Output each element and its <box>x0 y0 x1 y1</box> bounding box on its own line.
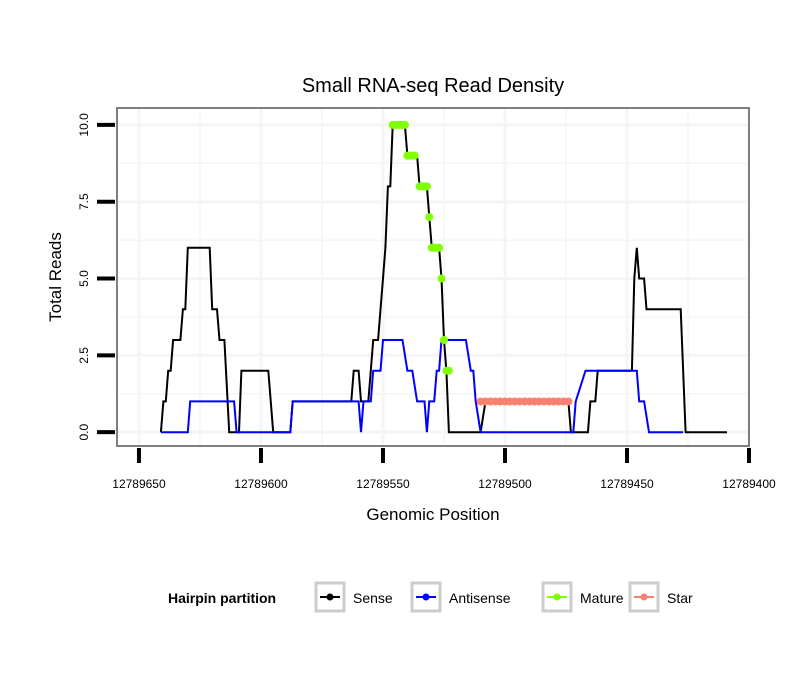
y-tick-label: 0.0 <box>77 424 91 441</box>
series-layer <box>159 120 727 434</box>
data-point-mature <box>439 335 448 344</box>
series-points-mature <box>388 120 453 375</box>
legend: Hairpin partition Sense Antisense Mature St… <box>168 581 693 613</box>
legend-item-star: Star <box>628 581 693 613</box>
plot-panel <box>116 107 750 447</box>
x-tick-label: 12789550 <box>356 477 410 491</box>
legend-label-sense: Sense <box>353 590 393 606</box>
data-point-mature <box>435 243 444 252</box>
y-tick-label: 10.0 <box>77 113 91 137</box>
data-point-star <box>564 397 573 406</box>
legend-item-mature: Mature <box>541 581 624 613</box>
x-tick-label: 12789400 <box>722 477 776 491</box>
data-point-mature <box>425 213 434 222</box>
x-axis-title: Genomic Position <box>366 505 499 524</box>
y-tick-label: 2.5 <box>77 347 91 364</box>
series-points-star <box>476 397 573 406</box>
legend-key-dot <box>640 593 648 601</box>
legend-label-mature: Mature <box>580 590 624 606</box>
chart-title: Small RNA-seq Read Density <box>302 75 564 97</box>
legend-title: Hairpin partition <box>168 590 276 606</box>
data-point-mature <box>437 274 446 283</box>
y-tick-label: 5.0 <box>77 270 91 287</box>
legend-key-dot <box>326 593 334 601</box>
legend-key-dot <box>553 593 561 601</box>
series-line-antisense <box>160 339 684 434</box>
series-line-sense <box>159 123 727 434</box>
legend-item-antisense: Antisense <box>410 581 511 613</box>
y-axis-title: Total Reads <box>46 232 65 322</box>
y-tick-label: 7.5 <box>77 193 91 210</box>
axes: 12789650 12789600 12789550 12789500 12789450… <box>77 113 776 491</box>
legend-key-dot <box>422 593 430 601</box>
legend-item-sense: Sense <box>314 581 393 613</box>
data-point-mature <box>444 366 453 375</box>
legend-label-antisense: Antisense <box>449 590 511 606</box>
x-tick-label: 12789450 <box>600 477 654 491</box>
panel-background <box>117 108 749 446</box>
data-point-mature <box>410 151 419 160</box>
grid <box>117 108 751 446</box>
data-point-mature <box>422 182 431 191</box>
x-tick-label: 12789650 <box>112 477 166 491</box>
legend-label-star: Star <box>667 590 693 606</box>
data-point-mature <box>400 120 409 129</box>
x-tick-label: 12789600 <box>234 477 288 491</box>
x-tick-label: 12789500 <box>478 477 532 491</box>
